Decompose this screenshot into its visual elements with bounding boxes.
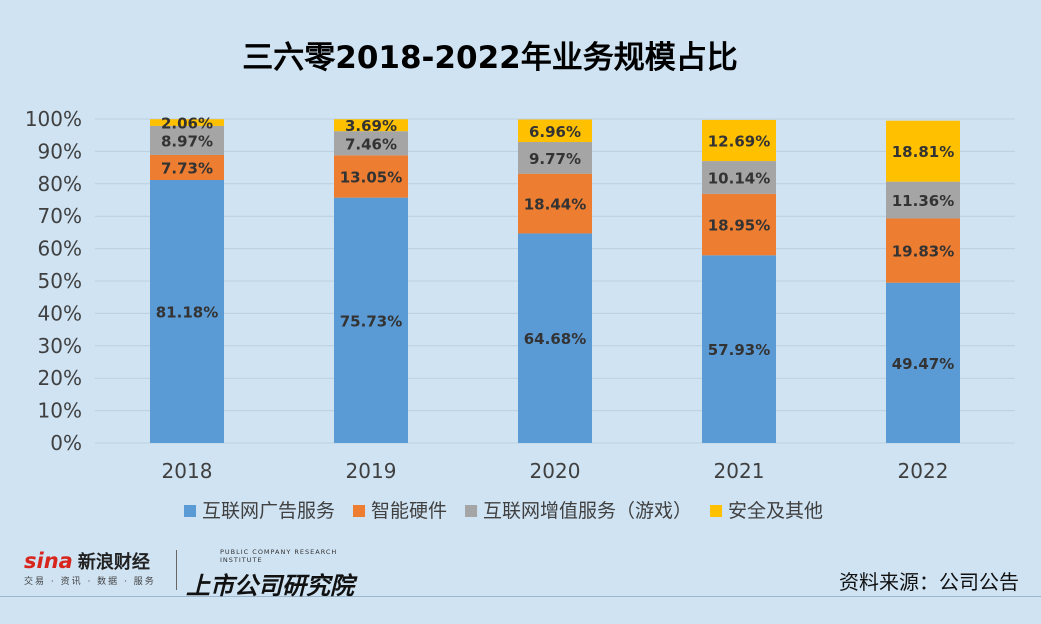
data-label: 8.97% [161, 132, 213, 150]
bar-segment [518, 173, 592, 234]
data-label: 7.73% [161, 159, 213, 177]
data-label: 12.69% [708, 132, 770, 150]
institute-logo-tagline: PUBLIC COMPANY RESEARCH INSTITUTE [220, 548, 338, 564]
x-tick-label: 2020 [530, 459, 581, 483]
bar-segment [702, 193, 776, 256]
bar-segment [334, 155, 408, 198]
bar-segment [702, 119, 776, 162]
x-tick-label: 2018 [162, 459, 213, 483]
data-label: 64.68% [524, 330, 586, 348]
y-tick-label: 90% [38, 139, 82, 163]
y-tick-label: 40% [38, 301, 82, 325]
legend-label: 智能硬件 [371, 500, 447, 522]
bar-segment [150, 119, 224, 126]
bar-segment [886, 218, 960, 283]
y-tick-label: 10% [38, 399, 82, 423]
data-label: 18.44% [524, 196, 586, 214]
legend-label: 安全及其他 [728, 500, 823, 522]
data-label: 3.69% [345, 117, 397, 135]
y-tick-label: 20% [38, 366, 82, 390]
data-label: 2.06% [161, 115, 213, 133]
y-tick-label: 30% [38, 334, 82, 358]
bar-segment [334, 131, 408, 156]
sina-finance-logo: sina 新浪财经 交易 · 资讯 · 数据 · 服务 [24, 548, 174, 592]
bar-segment [150, 125, 224, 155]
x-tick-label: 2021 [714, 459, 765, 483]
legend: 互联网广告服务 智能硬件 互联网增值服务（游戏） 安全及其他 [184, 500, 823, 522]
bar-segment [334, 197, 408, 443]
y-tick-label: 100% [25, 107, 82, 131]
logo-divider [176, 550, 177, 590]
data-label: 13.05% [340, 168, 402, 186]
legend-swatch [353, 505, 366, 517]
bar-segment [518, 119, 592, 143]
bar-segment [518, 142, 592, 174]
bar-segment [702, 255, 776, 443]
bar-segment [334, 119, 408, 132]
data-label: 57.93% [708, 341, 770, 359]
bar-segment [518, 233, 592, 443]
y-tick-label: 50% [38, 269, 82, 293]
y-tick-label: 70% [38, 204, 82, 228]
data-label: 75.73% [340, 312, 402, 330]
y-tick-label: 0% [50, 431, 82, 455]
sina-logo-cn: 新浪财经 [77, 552, 150, 573]
bar-segment [886, 181, 960, 219]
data-label: 19.83% [892, 243, 954, 261]
legend-swatch [465, 505, 478, 517]
y-tick-label: 60% [38, 237, 82, 261]
data-label: 9.77% [529, 150, 581, 168]
y-tick-label: 80% [38, 172, 82, 196]
bar-segment [702, 161, 776, 194]
footer-divider [0, 596, 1041, 597]
data-source: 资料来源：公司公告 [839, 570, 1019, 594]
data-label: 11.36% [892, 192, 954, 210]
institute-logo-cn: 上市公司研究院 [186, 572, 354, 600]
bar-segment [150, 179, 224, 443]
x-tick-label: 2019 [346, 459, 397, 483]
data-label: 49.47% [892, 355, 954, 373]
data-label: 10.14% [708, 169, 770, 187]
bar-segment [886, 282, 960, 443]
legend-label: 互联网广告服务 [202, 500, 335, 522]
institute-logo: PUBLIC COMPANY RESEARCH INSTITUTE 上市公司研究… [186, 548, 376, 600]
x-tick-label: 2022 [898, 459, 949, 483]
bar-segment [150, 154, 224, 180]
y-axis-ticks: 0% 10% 20% 30% 40% 50% 60% 70% 80% 90% 100% [25, 107, 82, 455]
stacked-bar-chart: 三六零2018-2022年业务规模占比 0% 10% 20% 30% 40% 50% 60%… [25, 40, 1015, 522]
legend-label: 互联网增值服务（游戏） [483, 500, 692, 522]
chart-title: 三六零2018-2022年业务规模占比 [242, 40, 737, 76]
data-label: 7.46% [345, 135, 397, 153]
data-label: 81.18% [156, 303, 218, 321]
sina-logo-tagline: 交易 · 资讯 · 数据 · 服务 [24, 577, 156, 587]
data-label: 6.96% [529, 123, 581, 141]
data-label: 18.95% [708, 217, 770, 235]
bar-segment [886, 120, 960, 182]
data-label: 18.81% [892, 143, 954, 161]
legend-swatch [710, 505, 723, 517]
bars: 81.18% 7.73% 8.97%2.06% 75.73% 13.05% 7.46%3.… [150, 115, 960, 443]
sina-logo-word: sina [24, 549, 73, 573]
x-axis-ticks: 2018 2019 2020 2021 2022 [162, 459, 949, 483]
legend-swatch [184, 505, 196, 517]
